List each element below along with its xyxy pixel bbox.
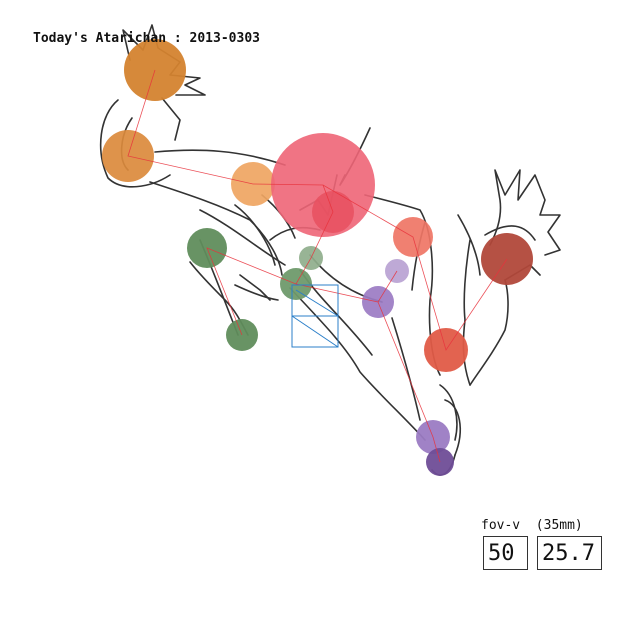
camera-gizmo[interactable] xyxy=(291,284,339,348)
focal-length-field[interactable]: 25.7 xyxy=(537,536,602,570)
skeleton-lines xyxy=(127,69,508,463)
fov-label: fov-v xyxy=(481,518,521,533)
fov-value-field[interactable]: 50 xyxy=(483,536,528,570)
focal-length-label: (35mm) xyxy=(535,518,583,533)
page-title: Today's Atarichan : 2013-0303 xyxy=(33,31,260,46)
fov-labels: fov-v (35mm) xyxy=(481,518,583,533)
